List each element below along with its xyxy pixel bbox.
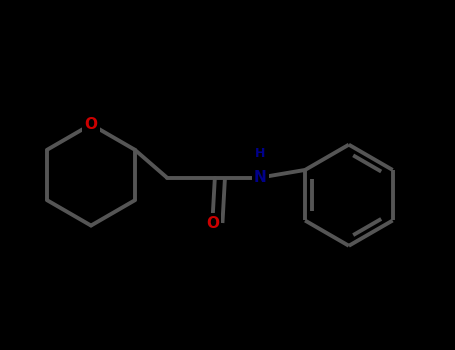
Text: N: N — [254, 170, 267, 185]
Text: H: H — [255, 147, 266, 160]
Text: O: O — [206, 216, 219, 231]
Text: O: O — [85, 117, 97, 132]
